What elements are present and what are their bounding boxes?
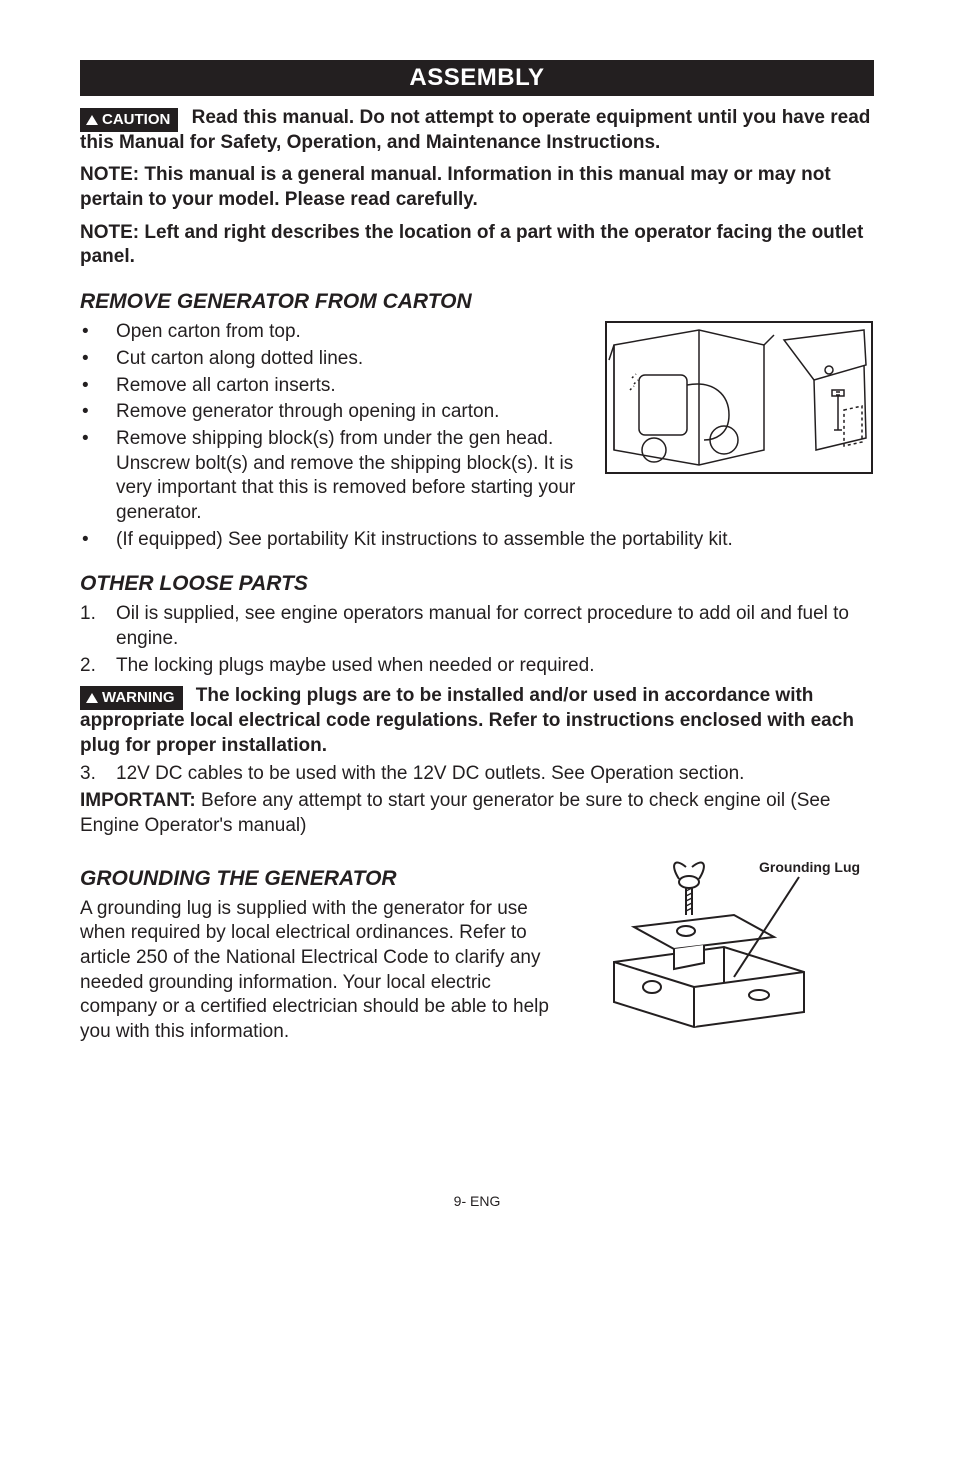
num-text: The locking plugs maybe used when needed… <box>116 655 594 676</box>
other-heading: OTHER LOOSE PARTS <box>80 572 874 596</box>
grounding-heading: GROUNDING THE GENERATOR <box>80 867 564 891</box>
num-marker: 2. <box>80 654 96 679</box>
note-1: NOTE: This manual is a general manual. I… <box>80 163 874 212</box>
page-footer: 9- ENG <box>80 1193 874 1209</box>
important-paragraph: IMPORTANT: Before any attempt to start y… <box>80 789 874 838</box>
num-item-3: 3. 12V DC cables to be used with the 12V… <box>80 762 874 787</box>
other-numlist: 1. Oil is supplied, see engine operators… <box>80 602 874 678</box>
grounding-figure: Grounding Lug <box>574 847 874 1052</box>
warning-paragraph: WARNING The locking plugs are to be inst… <box>80 684 874 758</box>
remove-bullets-col: Open carton from top. Cut carton along d… <box>80 320 594 528</box>
caution-paragraph: CAUTION Read this manual. Do not attempt… <box>80 106 874 155</box>
list-item: Open carton from top. <box>80 320 594 345</box>
remove-row: Open carton from top. Cut carton along d… <box>80 320 874 528</box>
warning-badge: WARNING <box>80 686 183 710</box>
remove-heading: REMOVE GENERATOR FROM CARTON <box>80 290 874 314</box>
remove-bullets-upper: Open carton from top. Cut carton along d… <box>80 320 594 526</box>
other-numlist-2: 3. 12V DC cables to be used with the 12V… <box>80 762 874 787</box>
warning-badge-text: WARNING <box>102 689 175 706</box>
important-label: IMPORTANT: <box>80 790 196 811</box>
grounding-lug-label: Grounding Lug <box>759 859 860 875</box>
grounding-svg: Grounding Lug <box>574 847 874 1047</box>
triangle-icon <box>86 693 98 703</box>
num-item-1: 1. Oil is supplied, see engine operators… <box>80 602 874 651</box>
triangle-icon <box>86 115 98 125</box>
grounding-text-col: GROUNDING THE GENERATOR A grounding lug … <box>80 847 564 1053</box>
list-item: Remove shipping block(s) from under the … <box>80 427 594 526</box>
num-text: 12V DC cables to be used with the 12V DC… <box>116 763 744 784</box>
num-marker: 3. <box>80 762 96 787</box>
list-item: Remove generator through opening in cart… <box>80 400 594 425</box>
section-header: ASSEMBLY <box>80 60 874 96</box>
caution-text: Read this manual. Do not attempt to oper… <box>80 107 870 153</box>
note-2: NOTE: Left and right describes the locat… <box>80 221 874 270</box>
list-item: Remove all carton inserts. <box>80 374 594 399</box>
num-text: Oil is supplied, see engine operators ma… <box>116 603 849 649</box>
list-item: (If equipped) See portability Kit instru… <box>80 528 874 553</box>
num-marker: 1. <box>80 602 96 627</box>
num-item-2: 2. The locking plugs maybe used when nee… <box>80 654 874 679</box>
warning-text: The locking plugs are to be installed an… <box>80 685 854 755</box>
carton-svg <box>604 320 874 475</box>
carton-figure <box>604 320 874 528</box>
list-item: Cut carton along dotted lines. <box>80 347 594 372</box>
section-title: ASSEMBLY <box>409 64 544 91</box>
caution-badge-text: CAUTION <box>102 111 170 128</box>
remove-bullets-lower: (If equipped) See portability Kit instru… <box>80 528 874 553</box>
grounding-row: GROUNDING THE GENERATOR A grounding lug … <box>80 847 874 1053</box>
caution-badge: CAUTION <box>80 108 178 132</box>
grounding-text: A grounding lug is supplied with the gen… <box>80 897 564 1045</box>
